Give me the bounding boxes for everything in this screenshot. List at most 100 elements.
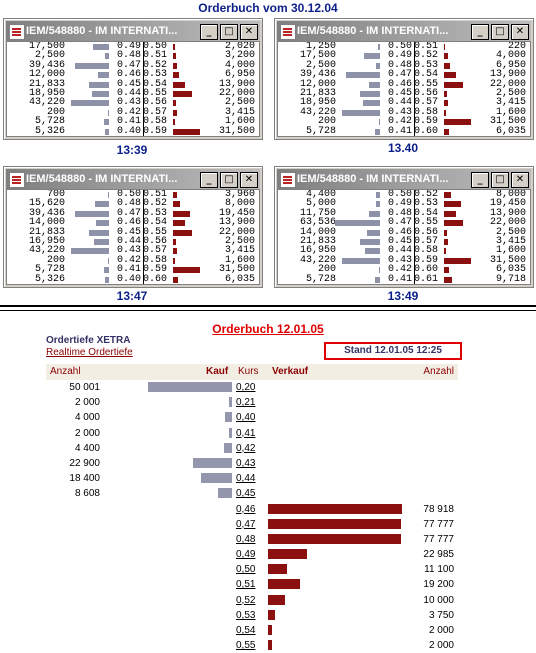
bid-bar xyxy=(108,257,109,264)
bid-price: 0.47 xyxy=(387,69,412,81)
bid-price: 0.43 xyxy=(387,254,412,266)
price-link[interactable]: 0,42 xyxy=(236,442,256,454)
bid-row: 50 001 0,20 xyxy=(46,380,458,395)
bid-quantity: 50 001 xyxy=(69,382,100,393)
price-link[interactable]: 0,51 xyxy=(236,579,256,591)
bid-quantity: 43,220 xyxy=(28,97,65,109)
ask-bar xyxy=(444,100,448,107)
bid-quantity: 43,220 xyxy=(299,106,336,118)
bid-price: 0.43 xyxy=(387,106,412,118)
window-titlebar[interactable]: IEM/548880 - IM INTERNATI... _ □ ✕ xyxy=(6,21,260,41)
maximize-button[interactable]: □ xyxy=(491,24,509,40)
ask-bar xyxy=(173,192,177,198)
stand-timestamp: Stand 12.01.05 12:25 xyxy=(324,342,462,360)
orderbook-window[interactable]: IEM/548880 - IM INTERNATI... _ □ ✕ 4,400 0.50… xyxy=(274,166,534,288)
price-link[interactable]: 0,48 xyxy=(236,533,256,545)
minimize-button[interactable]: _ xyxy=(200,172,218,188)
price-link[interactable]: 0,43 xyxy=(236,457,256,469)
bid-bar xyxy=(224,442,232,453)
ask-quantity: 6,035 xyxy=(224,273,255,285)
bid-price: 0.40 xyxy=(116,125,141,137)
bid-quantity: 4 000 xyxy=(74,412,100,424)
orderbook-body: 4,400 0.50 0.52 8,000 5,000 0.49 0.53 19,450 11,… xyxy=(277,189,531,285)
window-titlebar[interactable]: IEM/548880 - IM INTERNATI... _ □ ✕ xyxy=(277,21,531,41)
ask-row: 0,47 77 777 xyxy=(46,517,458,532)
window-titlebar[interactable]: IEM/548880 - IM INTERNATI... _ □ ✕ xyxy=(277,169,531,189)
bid-bar xyxy=(104,276,109,283)
orderbook-window[interactable]: IEM/548880 - IM INTERNATI... _ □ ✕ 700 0.50 0.… xyxy=(3,166,263,288)
maximize-button[interactable]: □ xyxy=(220,24,238,40)
ask-bar xyxy=(268,640,273,651)
ask-price: 0.53 xyxy=(143,69,168,81)
ask-price: 0.58 xyxy=(143,116,168,128)
bid-bar xyxy=(367,229,380,236)
ask-quantity: 6,950 xyxy=(224,69,255,81)
ask-price: 0.56 xyxy=(414,226,439,238)
bid-quantity: 39,436 xyxy=(28,59,65,71)
price-link[interactable]: 0,50 xyxy=(236,564,256,576)
bid-bar xyxy=(364,248,380,255)
price-link[interactable]: 0,47 xyxy=(236,518,256,530)
bid-quantity: 15,620 xyxy=(28,198,65,210)
ask-bar xyxy=(173,210,191,217)
close-button[interactable]: ✕ xyxy=(240,172,258,188)
order-row: 12,000 0.46 0.55 22,000 xyxy=(278,79,530,89)
maximize-button[interactable]: □ xyxy=(491,172,509,188)
price-link[interactable]: 0,54 xyxy=(236,625,256,636)
ask-bar xyxy=(444,201,462,208)
price-link[interactable]: 0,41 xyxy=(236,427,256,439)
price-link[interactable]: 0,21 xyxy=(236,397,256,409)
ask-quantity: 1,600 xyxy=(224,116,255,128)
close-button[interactable]: ✕ xyxy=(511,172,529,188)
order-row: 5,728 0.41 0.59 31,500 xyxy=(7,264,259,274)
bid-price: 0.46 xyxy=(116,69,141,81)
ask-bar xyxy=(444,128,450,135)
app-icon xyxy=(280,172,296,188)
price-link[interactable]: 0,40 xyxy=(236,412,256,424)
bid-price: 0.40 xyxy=(116,273,141,285)
ask-price: 0.56 xyxy=(143,97,168,109)
header-anzahl-left: Anzahl xyxy=(50,366,81,377)
ask-bar xyxy=(268,579,301,590)
close-button[interactable]: ✕ xyxy=(240,24,258,40)
ask-bar xyxy=(173,53,176,60)
price-link[interactable]: 0,44 xyxy=(236,473,256,485)
price-link[interactable]: 0,55 xyxy=(236,640,256,652)
bid-quantity: 5,326 xyxy=(34,125,65,137)
ask-quantity: 22,000 xyxy=(218,226,255,238)
window-titlebar[interactable]: IEM/548880 - IM INTERNATI... _ □ ✕ xyxy=(6,169,260,189)
bid-bar xyxy=(92,44,109,50)
ask-bar xyxy=(173,62,177,69)
ask-bar xyxy=(444,238,448,245)
ask-quantity: 19,450 xyxy=(218,207,255,219)
minimize-button[interactable]: _ xyxy=(200,24,218,40)
bid-quantity: 21,833 xyxy=(299,235,336,247)
price-link[interactable]: 0,53 xyxy=(236,609,256,621)
bid-bar xyxy=(217,488,232,499)
ask-quantity: 4,000 xyxy=(224,59,255,71)
bid-bar xyxy=(93,238,109,245)
realtime-ordertiefe-link[interactable]: Realtime Ordertiefe xyxy=(46,347,133,358)
window-title: IEM/548880 - IM INTERNATI... xyxy=(297,173,449,185)
price-link[interactable]: 0,46 xyxy=(236,503,256,515)
price-link[interactable]: 0,49 xyxy=(236,549,256,561)
ask-quantity: 8,000 xyxy=(495,189,526,200)
ask-quantity: 3 750 xyxy=(428,609,454,621)
minimize-button[interactable]: _ xyxy=(471,24,489,40)
maximize-button[interactable]: □ xyxy=(220,172,238,188)
price-link[interactable]: 0,20 xyxy=(236,382,256,393)
order-row: 43,220 0.43 0.58 1,600 xyxy=(278,106,530,118)
ask-bar xyxy=(173,109,177,116)
price-link[interactable]: 0,45 xyxy=(236,488,256,500)
ask-price: 0.56 xyxy=(414,87,439,99)
close-button[interactable]: ✕ xyxy=(511,24,529,40)
snapshot-time: 13:49 xyxy=(387,289,419,303)
orderbook-window[interactable]: IEM/548880 - IM INTERNATI... _ □ ✕ 17,500 0.4… xyxy=(3,18,263,140)
minimize-button[interactable]: _ xyxy=(471,172,489,188)
bid-price: 0.49 xyxy=(387,198,412,210)
price-link[interactable]: 0,52 xyxy=(236,594,256,606)
ask-bar xyxy=(268,503,402,514)
orderbook-window[interactable]: IEM/548880 - IM INTERNATI... _ □ ✕ 1,250 0.50… xyxy=(274,18,534,140)
ask-price: 0.51 xyxy=(143,50,168,62)
price-separator xyxy=(143,42,144,136)
